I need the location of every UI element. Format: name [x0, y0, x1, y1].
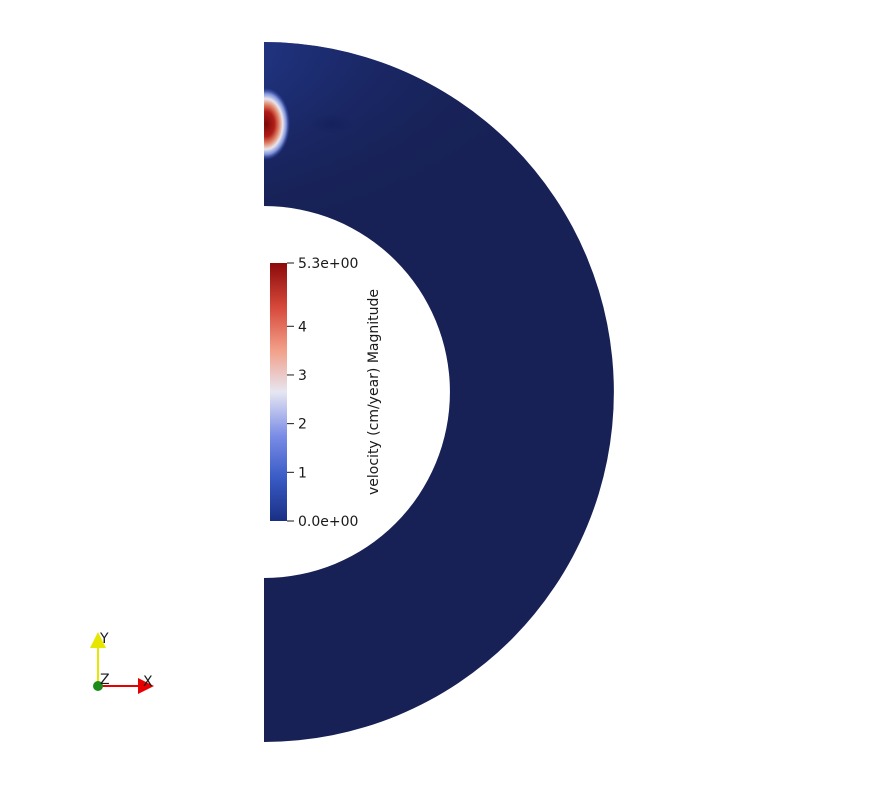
orientation-axes: Y X Z [90, 631, 154, 694]
colorbar-tick-label: 4 [298, 319, 307, 335]
z-axis-dot [93, 681, 103, 691]
colorbar-ticks: 4 3 2 1 [287, 319, 307, 481]
y-axis-label: Y [99, 631, 109, 647]
colorbar-max-label: 5.3e+00 [298, 256, 358, 272]
shell-dark-spot [310, 114, 354, 134]
colorbar-title: velocity (cm/year) Magnitude [366, 289, 382, 495]
colorbar-tick-label: 1 [298, 465, 307, 481]
colorbar-min-label: 0.0e+00 [298, 514, 358, 530]
colorbar-gradient [270, 263, 287, 521]
colorbar: 5.3e+00 0.0e+00 4 3 2 1 velocity (cm/year) … [270, 256, 382, 530]
x-axis-label: X [143, 674, 153, 690]
velocity-hotspot [264, 88, 290, 160]
colorbar-tick-label: 3 [298, 368, 307, 384]
colorbar-tick-label: 2 [298, 417, 307, 433]
shell-domain [264, 42, 614, 742]
z-axis-label: Z [100, 672, 110, 688]
